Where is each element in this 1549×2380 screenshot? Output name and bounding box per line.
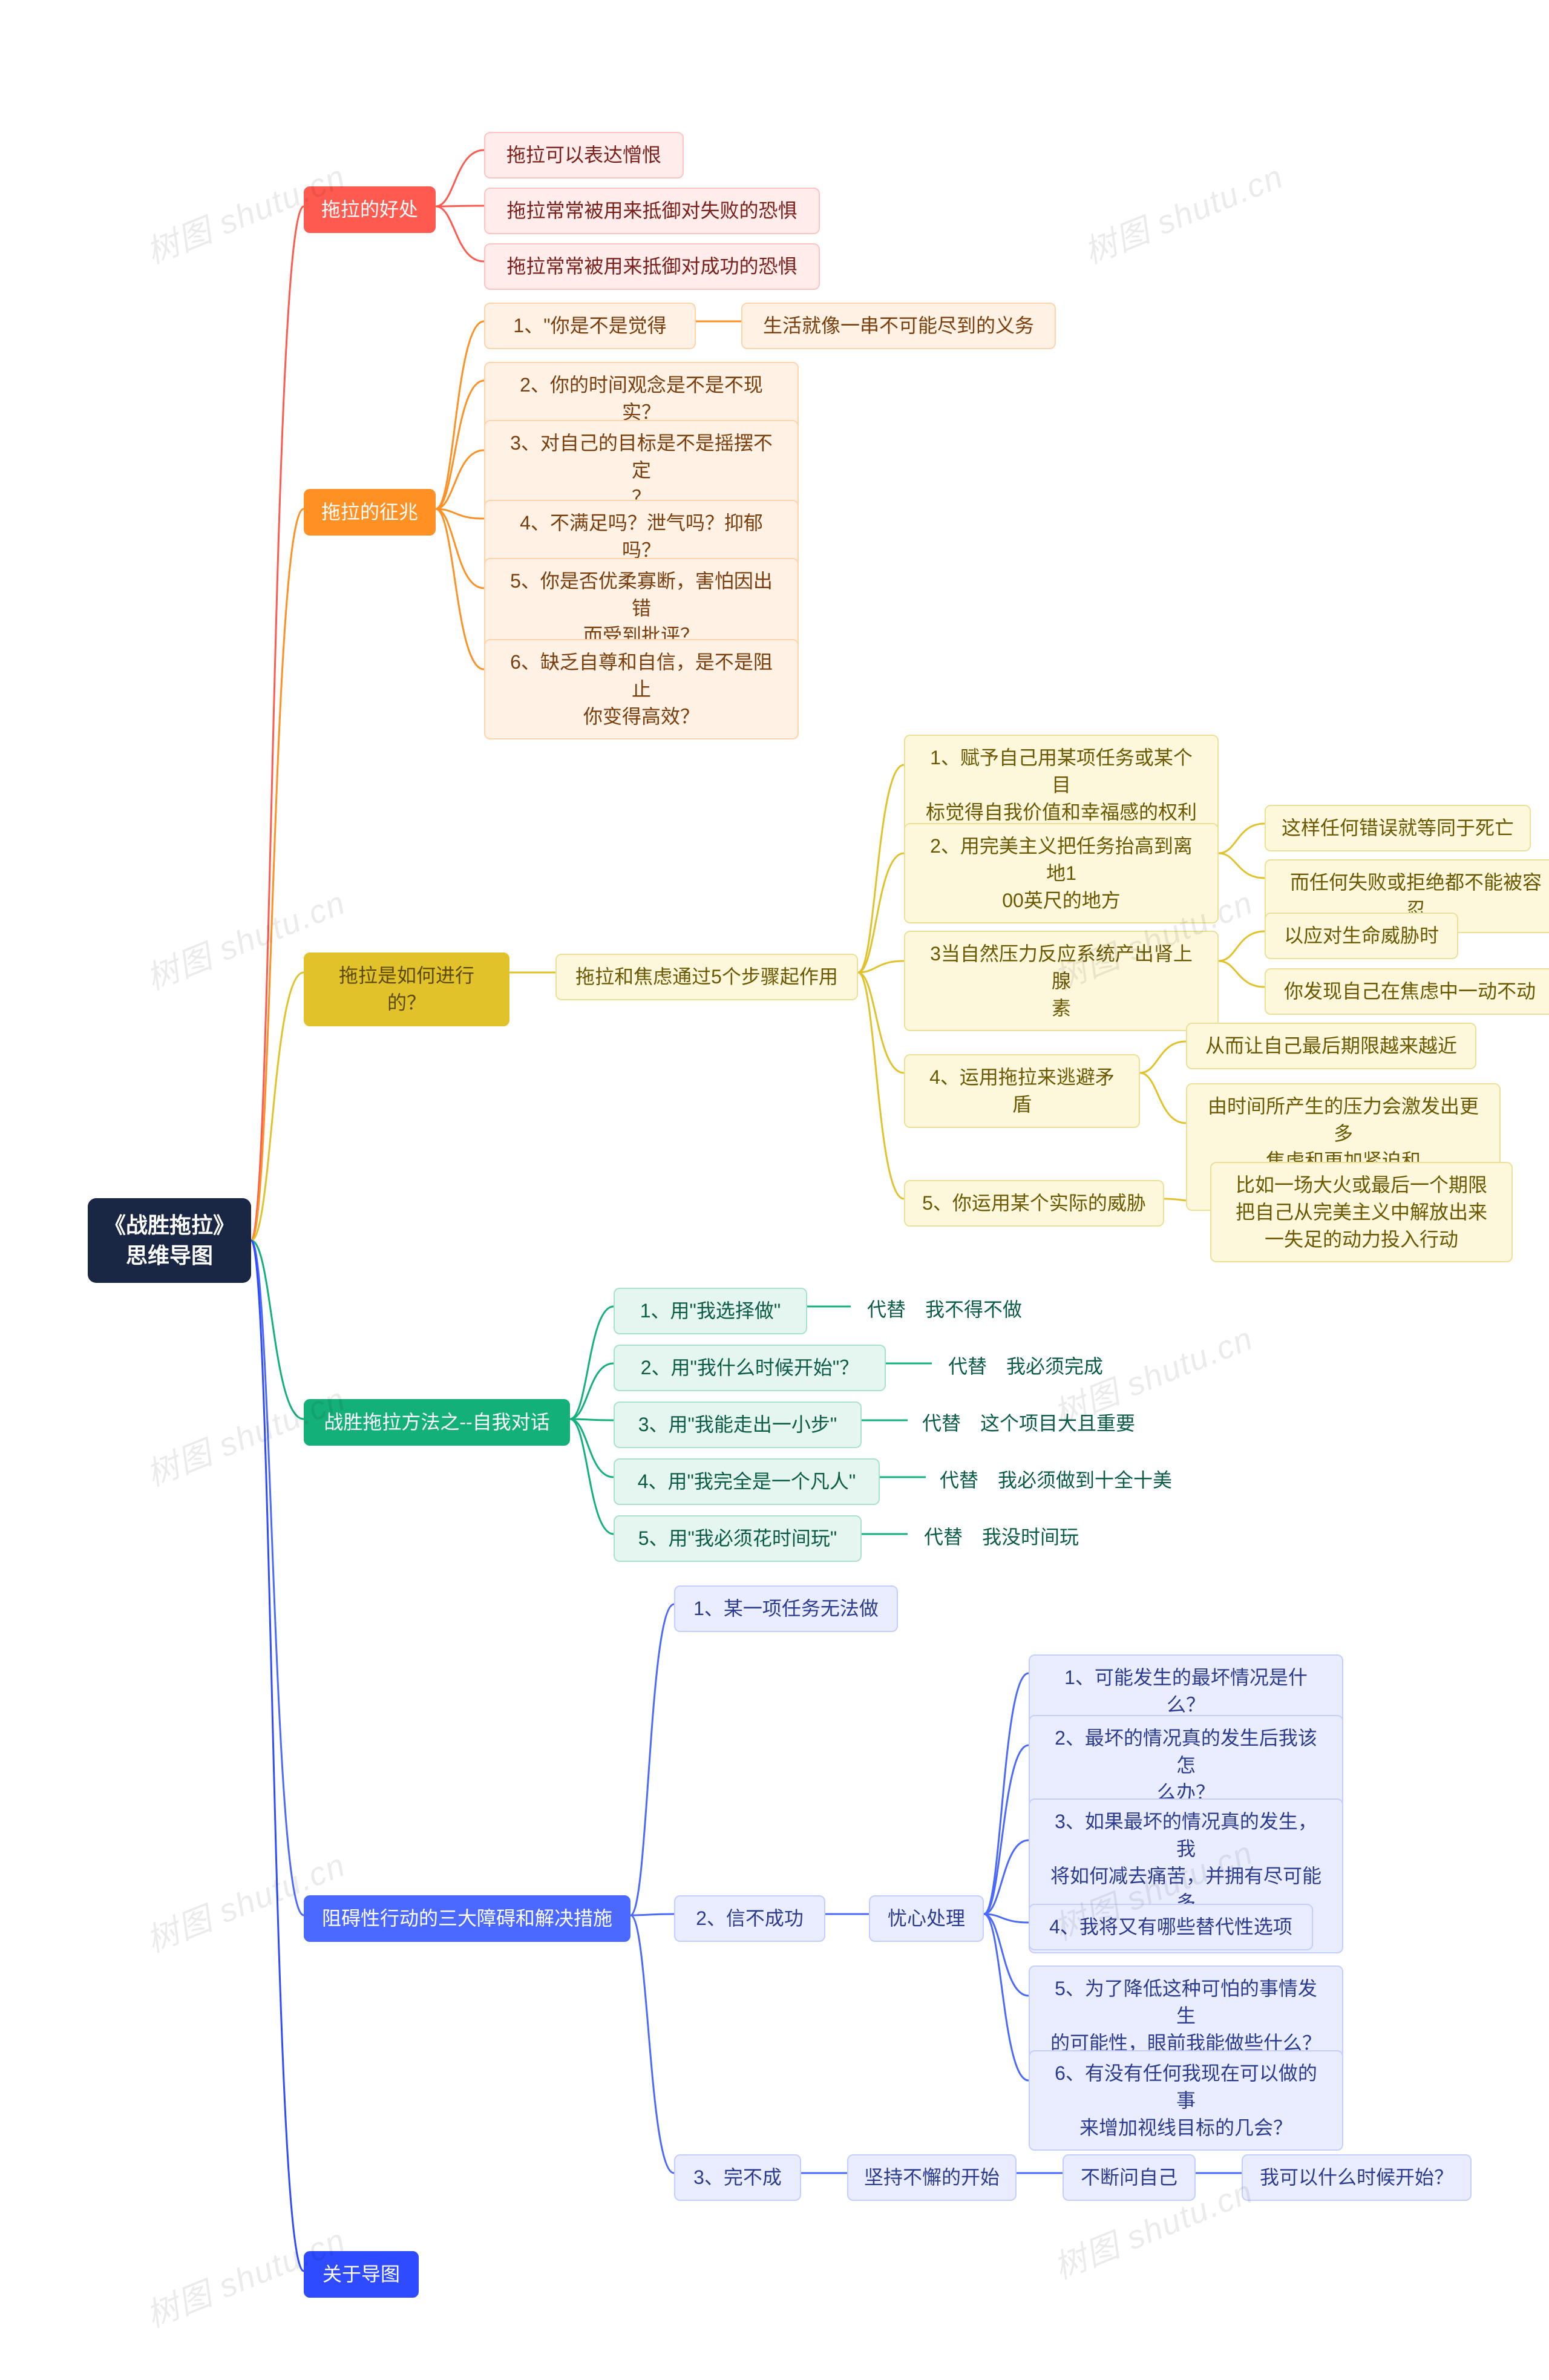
mindmap-node: 生活就像一串不可能尽到的义务 — [741, 303, 1056, 349]
mindmap-node: 1、"你是不是觉得 — [484, 303, 696, 349]
connector — [1219, 853, 1265, 878]
mindmap-node: 坚持不懈的开始 — [847, 2154, 1017, 2201]
mindmap-root: 《战胜拖拉》 思维导图 — [88, 1198, 251, 1283]
connector — [251, 509, 304, 1241]
mindmap-node: 3当自然压力反应系统产出肾上腺 素 — [904, 931, 1219, 1031]
mindmap-node: 拖拉和焦虑通过5个步骤起作用 — [555, 954, 858, 1000]
mindmap-node: 拖拉常常被用来抵御对成功的恐惧 — [484, 243, 820, 290]
connector — [1219, 824, 1265, 853]
connector — [984, 1914, 1029, 2080]
mindmap-node: 6、缺乏自尊和自信，是不是阻止 你变得高效？ — [484, 639, 799, 739]
mindmap-node: 以应对生命威胁时 — [1265, 913, 1458, 959]
connector — [436, 509, 484, 669]
connector — [630, 1914, 674, 1915]
mindmap-node: 6、有没有任何我现在可以做的事 来增加视线目标的几会？ — [1029, 2050, 1343, 2151]
mindmap-text: 代替 这个项目大且重要 — [908, 1401, 1150, 1446]
connector — [251, 206, 304, 1241]
connector — [436, 321, 484, 509]
mindmap-node: 2、用"我什么时候开始"？ — [614, 1345, 886, 1391]
mindmap-node: 3、完不成 — [674, 2154, 801, 2201]
mindmap-node: 从而让自己最后期限越来越近 — [1186, 1023, 1476, 1069]
mindmap-node: 忧心处理 — [869, 1895, 984, 1942]
connector — [436, 381, 484, 509]
connector — [858, 853, 904, 972]
mindmap-node: 拖拉是如何进行的？ — [304, 952, 509, 1026]
mindmap-node: 1、某一项任务无法做 — [674, 1585, 898, 1632]
connector — [436, 509, 484, 588]
mindmap-node: 拖拉的好处 — [304, 186, 436, 233]
mindmap-node: 阻碍性行动的三大障碍和解决措施 — [304, 1895, 630, 1942]
mindmap-text: 代替 我没时间玩 — [908, 1515, 1095, 1559]
mindmap-node: 4、运用拖拉来逃避矛盾 — [904, 1054, 1140, 1128]
connector — [570, 1363, 614, 1419]
mindmap-node: 战胜拖拉方法之--自我对话 — [304, 1399, 570, 1446]
connector — [436, 206, 484, 261]
connector — [570, 1419, 614, 1420]
mindmap-node: 你发现自己在焦虑中一动不动 — [1265, 968, 1549, 1015]
connector — [630, 1604, 674, 1915]
connector — [858, 765, 904, 972]
mindmap-node: 4、用"我完全是一个凡人" — [614, 1458, 880, 1505]
mindmap-node: 5、你运用某个实际的威胁 — [904, 1180, 1164, 1227]
mindmap-node: 4、我将又有哪些替代性选项 — [1029, 1904, 1313, 1950]
mindmap-node: 拖拉的征兆 — [304, 489, 436, 536]
mindmap-node: 2、信不成功 — [674, 1895, 825, 1942]
mindmap-text: 代替 我必须做到十全十美 — [926, 1458, 1186, 1503]
mindmap-node: 1、用"我选择做" — [614, 1288, 807, 1334]
connector — [251, 1241, 304, 2271]
connector — [858, 972, 904, 1199]
connector — [984, 1673, 1029, 1914]
mindmap-node: 不断问自己 — [1063, 2154, 1196, 2201]
connector — [1140, 1073, 1186, 1123]
mindmap-node: 拖拉常常被用来抵御对失败的恐惧 — [484, 188, 820, 234]
mindmap-node: 这样任何错误就等同于死亡 — [1265, 805, 1531, 851]
connector — [436, 150, 484, 206]
mindmap-text: 代替 我不得不做 — [851, 1288, 1038, 1332]
mindmap-node: 关于导图 — [304, 2251, 419, 2298]
connector — [1219, 931, 1265, 961]
mindmap-node: 拖拉可以表达憎恨 — [484, 132, 684, 179]
connector — [570, 1419, 614, 1477]
connector — [984, 1914, 1029, 1996]
connector — [1140, 1041, 1186, 1073]
connector — [570, 1306, 614, 1419]
connector — [251, 1241, 304, 1419]
mindmap-node: 2、用完美主义把任务抬高到离地1 00英尺的地方 — [904, 823, 1219, 923]
connector — [1219, 961, 1265, 987]
mindmap-node: 3、用"我能走出一小步" — [614, 1401, 862, 1448]
mindmap-node: 5、用"我必须花时间玩" — [614, 1515, 862, 1562]
mindmap-text: 代替 我必须完成 — [932, 1345, 1119, 1389]
mindmap-node: 比如一场大火或最后一个期限 把自己从完美主义中解放出来 一失足的动力投入行动 — [1210, 1162, 1513, 1262]
mindmap-node: 1、赋予自己用某项任务或某个目 标觉得自我价值和幸福感的权利 — [904, 735, 1219, 835]
connector — [630, 1915, 674, 2173]
mindmap-node: 我可以什么时候开始？ — [1242, 2154, 1472, 2201]
connector — [251, 1241, 304, 1915]
